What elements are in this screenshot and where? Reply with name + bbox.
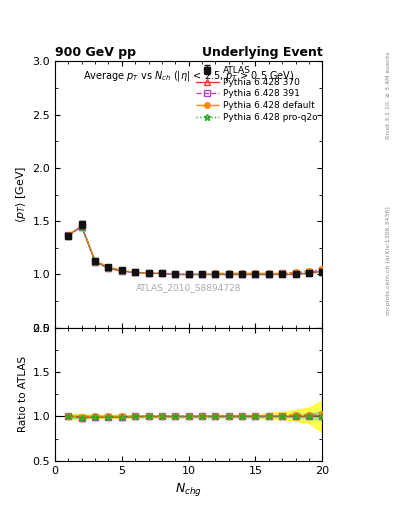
Pythia 6.428 391 <box>66 232 71 238</box>
Pythia 6.428 default <box>93 258 97 264</box>
Pythia 6.428 370 <box>160 270 164 276</box>
Pythia 6.428 370 <box>186 271 191 278</box>
Pythia 6.428 pro-q2o <box>293 271 298 278</box>
Legend: ATLAS, Pythia 6.428 370, Pythia 6.428 391, Pythia 6.428 default, Pythia 6.428 pr: ATLAS, Pythia 6.428 370, Pythia 6.428 39… <box>196 66 318 122</box>
Pythia 6.428 pro-q2o <box>133 269 138 275</box>
Line: Pythia 6.428 default: Pythia 6.428 default <box>66 223 325 277</box>
Pythia 6.428 default <box>146 270 151 276</box>
Pythia 6.428 391 <box>186 271 191 278</box>
Pythia 6.428 default <box>213 270 218 276</box>
Pythia 6.428 pro-q2o <box>106 265 111 271</box>
Line: Pythia 6.428 391: Pythia 6.428 391 <box>66 224 325 277</box>
Pythia 6.428 370 <box>266 271 271 278</box>
Pythia 6.428 default <box>133 269 138 275</box>
Pythia 6.428 391 <box>226 271 231 278</box>
Pythia 6.428 default <box>280 270 285 276</box>
Pythia 6.428 default <box>160 270 164 276</box>
Pythia 6.428 391 <box>200 271 204 278</box>
Pythia 6.428 pro-q2o <box>213 271 218 278</box>
Pythia 6.428 default <box>119 267 124 273</box>
Pythia 6.428 391 <box>293 270 298 276</box>
Pythia 6.428 default <box>293 269 298 275</box>
Pythia 6.428 pro-q2o <box>186 271 191 278</box>
Text: Rivet 3.1.10, ≥ 3.4M events: Rivet 3.1.10, ≥ 3.4M events <box>386 51 391 139</box>
Pythia 6.428 default <box>186 271 191 278</box>
Pythia 6.428 default <box>266 270 271 276</box>
Pythia 6.428 391 <box>133 269 138 275</box>
Pythia 6.428 pro-q2o <box>200 271 204 278</box>
Pythia 6.428 391 <box>307 269 311 275</box>
Pythia 6.428 pro-q2o <box>66 233 71 239</box>
Pythia 6.428 default <box>66 232 71 238</box>
Text: 900 GeV pp: 900 GeV pp <box>55 46 136 59</box>
Pythia 6.428 370 <box>66 232 71 238</box>
Pythia 6.428 370 <box>280 271 285 278</box>
Pythia 6.428 default <box>240 270 244 276</box>
Pythia 6.428 370 <box>307 270 311 276</box>
Pythia 6.428 default <box>200 271 204 278</box>
Text: Underlying Event: Underlying Event <box>202 46 322 59</box>
Text: ATLAS_2010_S8894728: ATLAS_2010_S8894728 <box>136 283 241 292</box>
Pythia 6.428 391 <box>320 267 325 273</box>
Line: Pythia 6.428 pro-q2o: Pythia 6.428 pro-q2o <box>65 223 326 278</box>
Pythia 6.428 370 <box>79 223 84 229</box>
Pythia 6.428 391 <box>280 270 285 276</box>
Pythia 6.428 default <box>79 222 84 228</box>
Pythia 6.428 default <box>253 270 258 276</box>
Pythia 6.428 370 <box>293 271 298 278</box>
Pythia 6.428 370 <box>320 268 325 274</box>
Pythia 6.428 370 <box>133 269 138 275</box>
Pythia 6.428 391 <box>79 223 84 229</box>
Pythia 6.428 370 <box>106 265 111 271</box>
Pythia 6.428 370 <box>93 259 97 265</box>
Pythia 6.428 default <box>106 264 111 270</box>
Pythia 6.428 370 <box>200 271 204 278</box>
Pythia 6.428 default <box>226 270 231 276</box>
Pythia 6.428 pro-q2o <box>173 271 178 278</box>
Pythia 6.428 391 <box>93 259 97 265</box>
Pythia 6.428 391 <box>106 265 111 271</box>
Pythia 6.428 pro-q2o <box>119 268 124 274</box>
Pythia 6.428 pro-q2o <box>253 271 258 278</box>
Line: Pythia 6.428 370: Pythia 6.428 370 <box>66 224 325 277</box>
Pythia 6.428 391 <box>146 270 151 276</box>
Pythia 6.428 pro-q2o <box>266 271 271 278</box>
Pythia 6.428 370 <box>253 271 258 278</box>
Pythia 6.428 370 <box>173 271 178 278</box>
Y-axis label: $\langle p_T \rangle$ [GeV]: $\langle p_T \rangle$ [GeV] <box>14 166 28 223</box>
Pythia 6.428 default <box>173 271 178 278</box>
Text: Average $p_T$ vs $N_{ch}$ ($|\eta|$ < 2.5, $p_T$ > 0.5 GeV): Average $p_T$ vs $N_{ch}$ ($|\eta|$ < 2.… <box>83 70 294 83</box>
Pythia 6.428 370 <box>226 271 231 278</box>
Pythia 6.428 pro-q2o <box>307 270 311 276</box>
Pythia 6.428 391 <box>213 271 218 278</box>
Pythia 6.428 pro-q2o <box>320 269 325 275</box>
Pythia 6.428 pro-q2o <box>79 223 84 229</box>
Pythia 6.428 370 <box>240 271 244 278</box>
Pythia 6.428 370 <box>146 270 151 276</box>
Y-axis label: Ratio to ATLAS: Ratio to ATLAS <box>18 356 28 432</box>
Pythia 6.428 default <box>307 268 311 274</box>
Pythia 6.428 391 <box>160 270 164 276</box>
Pythia 6.428 pro-q2o <box>226 271 231 278</box>
Text: mcplots.cern.ch [arXiv:1306.3436]: mcplots.cern.ch [arXiv:1306.3436] <box>386 207 391 315</box>
Pythia 6.428 pro-q2o <box>240 271 244 278</box>
Pythia 6.428 391 <box>173 271 178 278</box>
Pythia 6.428 391 <box>240 271 244 278</box>
Pythia 6.428 391 <box>119 268 124 274</box>
Pythia 6.428 pro-q2o <box>146 270 151 276</box>
Pythia 6.428 pro-q2o <box>280 271 285 278</box>
Pythia 6.428 default <box>320 266 325 272</box>
Pythia 6.428 370 <box>213 271 218 278</box>
X-axis label: $N_{chg}$: $N_{chg}$ <box>175 481 202 498</box>
Pythia 6.428 391 <box>266 271 271 278</box>
Pythia 6.428 pro-q2o <box>93 259 97 265</box>
Pythia 6.428 370 <box>119 268 124 274</box>
Pythia 6.428 391 <box>253 271 258 278</box>
Pythia 6.428 pro-q2o <box>160 270 164 276</box>
